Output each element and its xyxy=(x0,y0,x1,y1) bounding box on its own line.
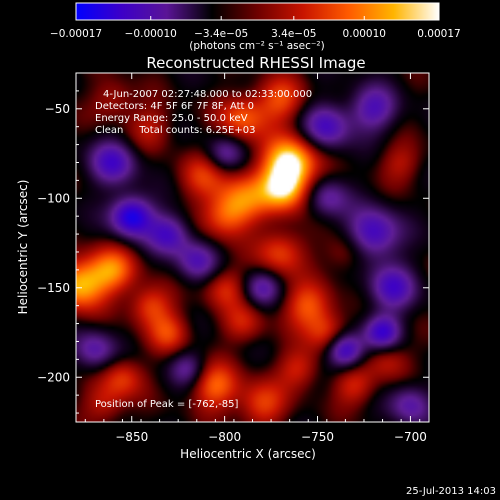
colorbar xyxy=(75,2,440,21)
y-tick-label: −100 xyxy=(37,191,70,205)
x-tick-label: −800 xyxy=(208,430,241,444)
chart-title: Reconstructed RHESSI Image xyxy=(146,54,365,72)
x-tick-label: −700 xyxy=(394,430,427,444)
colorbar-tick-label: 0.00010 xyxy=(343,28,386,40)
y-tick-label: −50 xyxy=(45,102,70,116)
colorbar-tick-label: −0.00010 xyxy=(125,28,177,40)
footer-date: 25-Jul-2013 14:03 xyxy=(406,486,496,497)
x-tick-label: −750 xyxy=(301,430,334,444)
x-tick-label: −850 xyxy=(115,430,148,444)
colorbar-unit-label: (photons cm⁻² s⁻¹ asec⁻²) xyxy=(189,40,324,52)
y-axis-label: Heliocentric Y (arcsec) xyxy=(16,180,30,315)
x-axis-label: Heliocentric X (arcsec) xyxy=(180,447,316,461)
time-range-annotation: 4-Jun-2007 02:27:48.000 to 02:33:00.000 xyxy=(103,89,312,100)
energy-annotation: Energy Range: 25.0 - 50.0 keV xyxy=(95,113,248,124)
heatmap-raster xyxy=(76,73,429,422)
y-tick-label: −150 xyxy=(37,281,70,295)
colorbar-tick-label: −0.00017 xyxy=(50,28,102,40)
clean-annotation: Clean Total counts: 6.25E+03 xyxy=(95,125,255,136)
colorbar-ticks: −0.00017 −0.00010 −3.4e−05 3.4e−05 0.00010 0.… xyxy=(50,16,461,40)
colorbar-tick-label: 0.00017 xyxy=(417,28,460,40)
peak-annotation: Position of Peak = [-762,-85] xyxy=(95,399,239,410)
axis-ticks: −850 −800 −750 −700 −50 −100 −150 −200 xyxy=(37,72,429,444)
y-tick-label: −200 xyxy=(37,370,70,384)
colorbar-tick-label: 3.4e−05 xyxy=(271,28,316,40)
heatmap-image xyxy=(76,73,429,422)
detectors-annotation: Detectors: 4F 5F 6F 7F 8F, Att 0 xyxy=(95,101,254,112)
colorbar-tick-label: −3.4e−05 xyxy=(194,28,248,40)
